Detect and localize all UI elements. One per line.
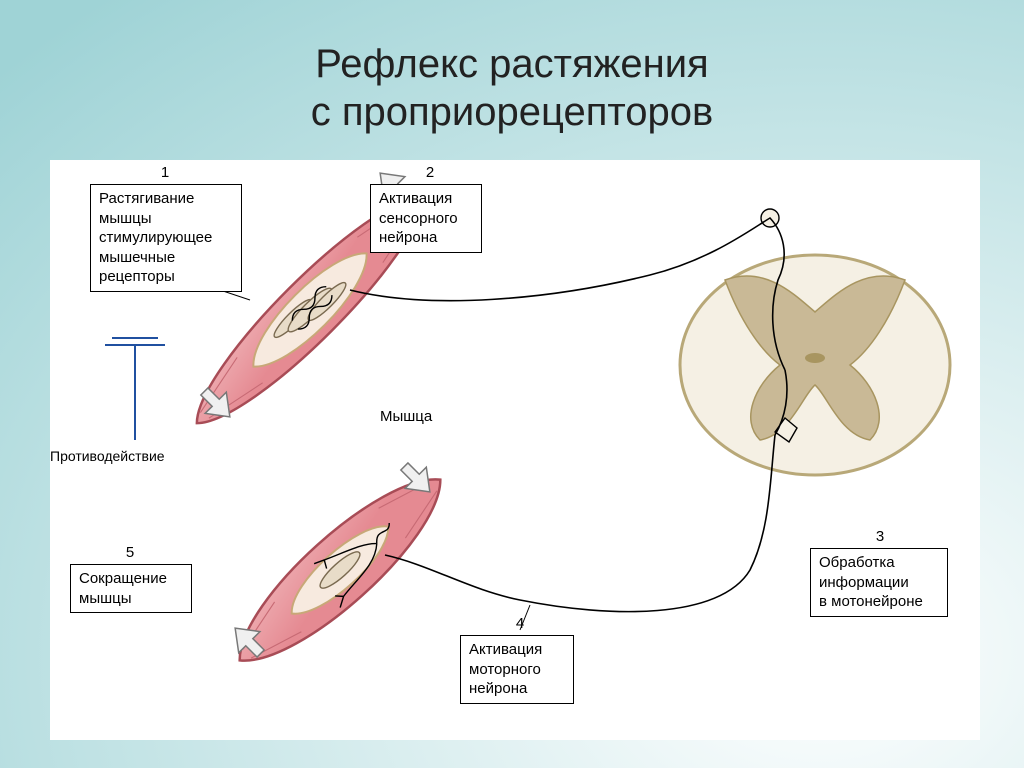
- label3-box: Обработка информации в мотонейроне: [810, 548, 948, 617]
- label2-num: 2: [420, 164, 440, 181]
- label5-box: Сокращение мышцы: [70, 564, 192, 613]
- title-line2: с проприорецепторов: [311, 90, 713, 134]
- resistance-label: Противодействие: [50, 448, 165, 464]
- label5-num: 5: [120, 544, 140, 561]
- slide-title: Рефлекс растяжения с проприорецепторов: [0, 40, 1024, 136]
- label5-text: Сокращение мышцы: [79, 570, 167, 607]
- label1-text: Растягивание мышцы стимулирующее мышечны…: [99, 190, 212, 285]
- slide: Рефлекс растяжения с проприорецепторов: [0, 0, 1024, 768]
- label2-box: Активация сенсорного нейрона: [370, 184, 482, 253]
- label4-box: Активация моторного нейрона: [460, 635, 574, 704]
- label4-text: Активация моторного нейрона: [469, 641, 542, 697]
- label1-box: Растягивание мышцы стимулирующее мышечны…: [90, 184, 242, 292]
- label3-num: 3: [870, 528, 890, 545]
- title-line1: Рефлекс растяжения: [315, 42, 708, 86]
- label4-num: 4: [510, 615, 530, 632]
- label3-text: Обработка информации в мотонейроне: [819, 554, 923, 610]
- muscle-label: Мышца: [380, 408, 432, 425]
- label1-num: 1: [155, 164, 175, 181]
- label2-text: Активация сенсорного нейрона: [379, 190, 458, 246]
